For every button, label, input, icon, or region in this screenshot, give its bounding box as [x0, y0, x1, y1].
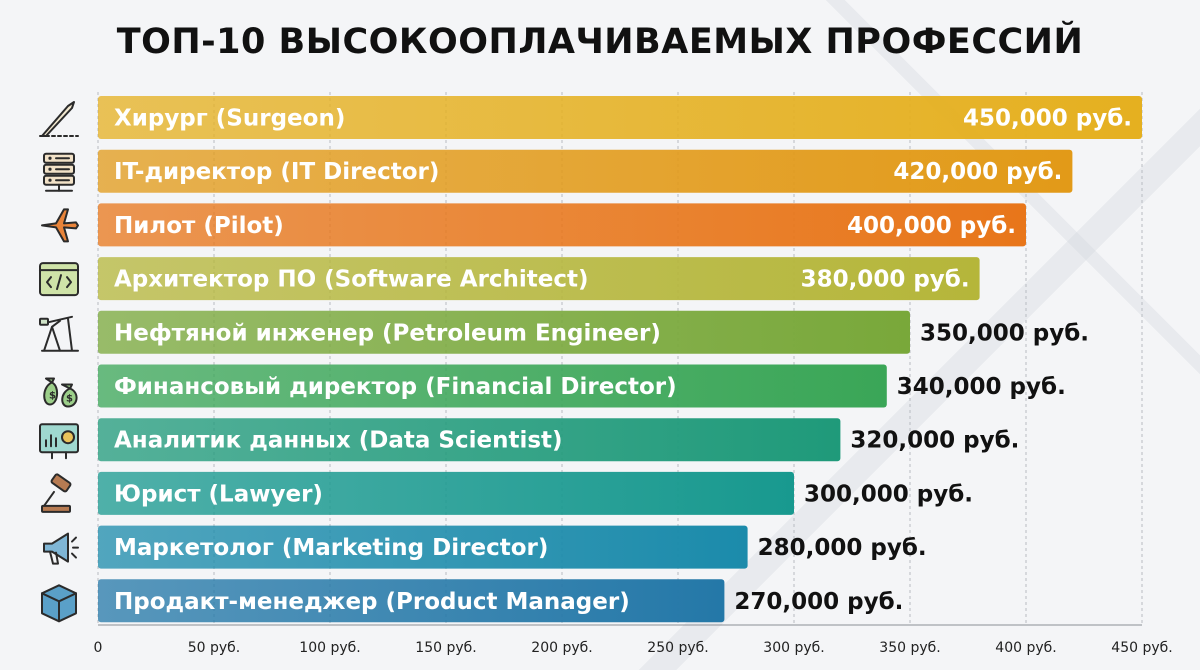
bar-value-label: 420,000 руб. [893, 159, 1062, 185]
x-tick-label: 450 руб. [1111, 640, 1172, 656]
x-axis-ticks: 0 50 руб. 100 руб. 150 руб. 200 руб. 250 руб.… [94, 640, 1173, 656]
bar-category-label: Юрист (Lawyer) [114, 481, 323, 507]
bar [98, 364, 887, 408]
bar [98, 257, 980, 301]
bar-category-label: Финансовый директор (Financial Director) [114, 374, 677, 400]
bar-value-label: 320,000 руб. [850, 428, 1019, 454]
bar-category-label: Хирург (Surgeon) [114, 106, 345, 132]
bar-category-label: Нефтяной инженер (Petroleum Engineer) [114, 320, 661, 346]
x-tick-label: 150 руб. [415, 640, 476, 656]
oil-pump-icon [39, 315, 79, 352]
bar [98, 418, 841, 462]
bar-category-label: Маркетолог (Marketing Director) [114, 535, 548, 561]
bar-category-label: IT-директор (IT Director) [114, 159, 439, 185]
bar [98, 149, 1073, 193]
bar-category-label: Архитектор ПО (Software Architect) [114, 267, 589, 293]
bar [98, 471, 794, 515]
bar [98, 525, 748, 569]
bar-value-label: 270,000 руб. [734, 589, 903, 615]
bar [98, 203, 1026, 247]
bar [98, 579, 725, 623]
bar-value-label: 380,000 руб. [801, 267, 970, 293]
gavel-icon [41, 473, 72, 513]
chart-title: ТОП-10 ВЫСОКООПЛАЧИВАЕМЫХ ПРОФЕССИЙ [116, 22, 1084, 62]
icons-group: $ $ [39, 101, 79, 623]
bar-value-label: 400,000 руб. [847, 213, 1016, 239]
x-tick-label: 250 руб. [647, 640, 708, 656]
code-window-icon [39, 262, 79, 297]
airplane-icon [41, 208, 79, 243]
x-tick-label: 300 руб. [763, 640, 824, 656]
money-bags-icon: $ $ [43, 377, 78, 408]
scalpel-icon [39, 101, 79, 137]
bar-category-label: Аналитик данных (Data Scientist) [114, 428, 563, 454]
megaphone-icon [43, 532, 79, 565]
bar-category-label: Продакт-менеджер (Product Manager) [114, 589, 630, 615]
bar-value-label: 450,000 руб. [963, 106, 1132, 132]
x-tick-label: 100 руб. [299, 640, 360, 656]
analytics-dashboard-icon [39, 423, 79, 460]
bar-value-label: 350,000 руб. [920, 320, 1089, 346]
svg-text:$: $ [66, 394, 73, 405]
bars-group: Хирург (Surgeon) 450,000 руб. IT-директор … [98, 96, 1142, 623]
x-tick-label: 0 [94, 640, 103, 656]
bar-value-label: 280,000 руб. [758, 535, 927, 561]
x-tick-label: 50 руб. [188, 640, 241, 656]
bar-category-label: Пилот (Pilot) [114, 213, 284, 239]
x-tick-label: 350 руб. [879, 640, 940, 656]
bar-value-label: 300,000 руб. [804, 481, 973, 507]
svg-text:$: $ [49, 391, 56, 402]
bar [98, 310, 910, 354]
box-icon [41, 584, 77, 623]
server-icon [43, 152, 75, 192]
bar [98, 96, 1142, 139]
bar-value-label: 340,000 руб. [897, 374, 1066, 400]
x-tick-label: 200 руб. [531, 640, 592, 656]
x-tick-label: 400 руб. [995, 640, 1056, 656]
